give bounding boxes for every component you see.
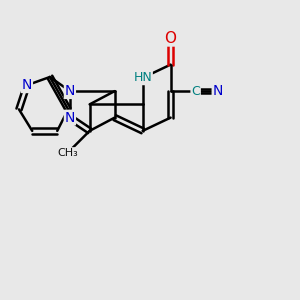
Text: N: N bbox=[65, 111, 75, 124]
Text: N: N bbox=[22, 78, 32, 92]
Text: HN: HN bbox=[133, 71, 152, 84]
Text: C: C bbox=[191, 85, 200, 98]
Text: CH₃: CH₃ bbox=[57, 148, 78, 158]
Text: O: O bbox=[165, 31, 177, 46]
Text: N: N bbox=[65, 84, 75, 98]
Text: N: N bbox=[212, 84, 223, 98]
